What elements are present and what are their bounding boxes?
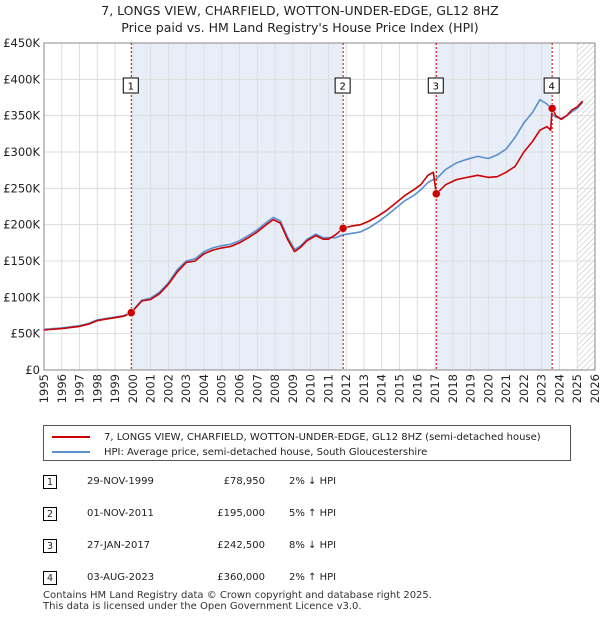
sale-point xyxy=(432,189,441,199)
sale-number-badge: 2 xyxy=(43,507,57,521)
x-tick-label: 2001 xyxy=(144,374,158,403)
x-tick-label: 2021 xyxy=(499,374,513,403)
sale-label: 4 xyxy=(548,82,554,93)
y-tick-label: £100K xyxy=(3,290,40,304)
legend-label-price: 7, LONGS VIEW, CHARFIELD, WOTTON-UNDER-E… xyxy=(104,431,541,443)
footer-credits: Contains HM Land Registry data © Crown c… xyxy=(43,590,432,612)
table-row: 1 29-NOV-1999 £78,950 2% ↓ HPI xyxy=(43,472,443,492)
sale-hpi-diff: 2% ↑ HPI xyxy=(289,572,337,583)
sale-hpi-diff: 8% ↓ HPI xyxy=(289,540,337,551)
x-tick-label: 2005 xyxy=(215,374,229,403)
y-tick-label: £350K xyxy=(3,109,40,123)
y-tick-label: £200K xyxy=(3,218,40,232)
x-tick-label: 2023 xyxy=(535,374,549,403)
sale-point xyxy=(547,104,557,113)
chart-subtitle: Price paid vs. HM Land Registry's House … xyxy=(121,20,479,35)
x-tick-label: 2026 xyxy=(588,374,600,403)
table-row: 3 27-JAN-2017 £242,500 8% ↓ HPI xyxy=(43,536,443,556)
x-tick-label: 2009 xyxy=(286,374,300,403)
sale-point xyxy=(127,308,136,317)
y-tick-label: £150K xyxy=(3,254,40,268)
sale-label: 1 xyxy=(128,82,134,93)
sale-label-box xyxy=(122,77,139,94)
plot-border xyxy=(43,42,596,371)
legend-label-hpi: HPI: Average price, semi-detached house,… xyxy=(104,446,428,458)
sale-number-badge: 3 xyxy=(43,539,57,553)
x-tick-label: 2012 xyxy=(339,374,353,403)
x-tick-label: 2000 xyxy=(126,374,140,403)
sale-price: £78,950 xyxy=(223,476,265,487)
y-tick-label: £50K xyxy=(11,327,41,341)
chart-title: 7, LONGS VIEW, CHARFIELD, WOTTON-UNDER-E… xyxy=(101,3,499,18)
legend-swatch-hpi xyxy=(52,451,90,453)
y-tick-label: £250K xyxy=(3,181,40,195)
sale-label-box xyxy=(334,77,351,94)
legend: 7, LONGS VIEW, CHARFIELD, WOTTON-UNDER-E… xyxy=(43,425,571,461)
x-tick-label: 1995 xyxy=(37,374,51,403)
x-tick-label: 2025 xyxy=(570,374,584,403)
sale-label-box xyxy=(543,77,560,94)
y-tick-label: £0 xyxy=(25,363,40,377)
x-tick-label: 2008 xyxy=(268,374,282,403)
x-tick-label: 1998 xyxy=(90,374,104,403)
x-tick-label: 2014 xyxy=(375,374,389,403)
table-row: 4 03-AUG-2023 £360,000 2% ↑ HPI xyxy=(43,568,443,588)
footer-line-1: Contains HM Land Registry data © Crown c… xyxy=(43,590,432,601)
legend-item-price: 7, LONGS VIEW, CHARFIELD, WOTTON-UNDER-E… xyxy=(52,430,541,444)
x-tick-label: 2019 xyxy=(464,374,478,403)
sale-date: 03-AUG-2023 xyxy=(87,572,155,583)
series-lines xyxy=(43,98,584,331)
x-tick-label: 2013 xyxy=(357,374,371,403)
sale-date: 01-NOV-2011 xyxy=(87,508,154,519)
legend-swatch-price xyxy=(52,436,90,438)
shaded-ownership-range xyxy=(131,43,344,370)
sale-date: 27-JAN-2017 xyxy=(87,540,151,551)
sale-label: 2 xyxy=(339,82,345,93)
table-row: 2 01-NOV-2011 £195,000 5% ↑ HPI xyxy=(43,504,443,524)
sale-date: 29-NOV-1999 xyxy=(87,476,154,487)
sale-hpi-diff: 5% ↑ HPI xyxy=(289,508,337,519)
x-tick-label: 2011 xyxy=(321,374,335,403)
x-tick-label: 2010 xyxy=(304,374,318,403)
footer-line-2: This data is licensed under the Open Gov… xyxy=(43,601,362,612)
sale-number-badge: 1 xyxy=(43,475,57,489)
x-tick-label: 2007 xyxy=(250,374,264,403)
legend-item-hpi: HPI: Average price, semi-detached house,… xyxy=(52,445,427,459)
x-tick-label: 2002 xyxy=(161,374,175,403)
x-tick-label: 1997 xyxy=(73,374,87,403)
x-tick-label: 2020 xyxy=(481,374,495,403)
y-tick-label: £300K xyxy=(3,145,40,159)
series-line xyxy=(43,98,584,331)
x-tick-label: 2015 xyxy=(392,374,406,403)
sale-label: 3 xyxy=(433,82,439,93)
series-line xyxy=(43,100,584,331)
sale-price: £195,000 xyxy=(217,508,265,519)
x-tick-label: 1999 xyxy=(108,374,122,403)
axes: £0 £50K £100K £150K £200K £250K £300K £350K £400… xyxy=(3,36,600,403)
price-chart: £0 £50K £100K £150K £200K £250K £300K £350K £400… xyxy=(3,36,600,403)
x-tick-label: 2003 xyxy=(179,374,193,403)
x-tick-label: 2022 xyxy=(517,374,531,403)
sale-hpi-diff: 2% ↓ HPI xyxy=(289,476,337,487)
y-tick-label: £450K xyxy=(3,36,40,50)
sale-label-box xyxy=(427,77,444,94)
future-hatch xyxy=(577,43,595,370)
x-tick-label: 2016 xyxy=(410,374,424,403)
sale-number-badge: 4 xyxy=(43,571,57,585)
x-tick-label: 2004 xyxy=(197,374,211,403)
x-tick-label: 2018 xyxy=(446,374,460,403)
x-tick-label: 2006 xyxy=(233,374,247,403)
sale-point xyxy=(338,224,348,233)
sale-price: £242,500 xyxy=(217,540,265,551)
sale-price: £360,000 xyxy=(217,572,265,583)
sale-markers: 1 2 3 4 xyxy=(122,43,560,370)
x-tick-label: 2024 xyxy=(552,374,566,403)
shaded-ownership-range xyxy=(436,43,553,370)
plot-background xyxy=(44,43,595,370)
chart-title-block: 7, LONGS VIEW, CHARFIELD, WOTTON-UNDER-E… xyxy=(0,2,600,36)
x-tick-label: 1996 xyxy=(55,374,69,403)
y-tick-label: £400K xyxy=(3,72,40,86)
x-tick-label: 2017 xyxy=(428,374,442,403)
